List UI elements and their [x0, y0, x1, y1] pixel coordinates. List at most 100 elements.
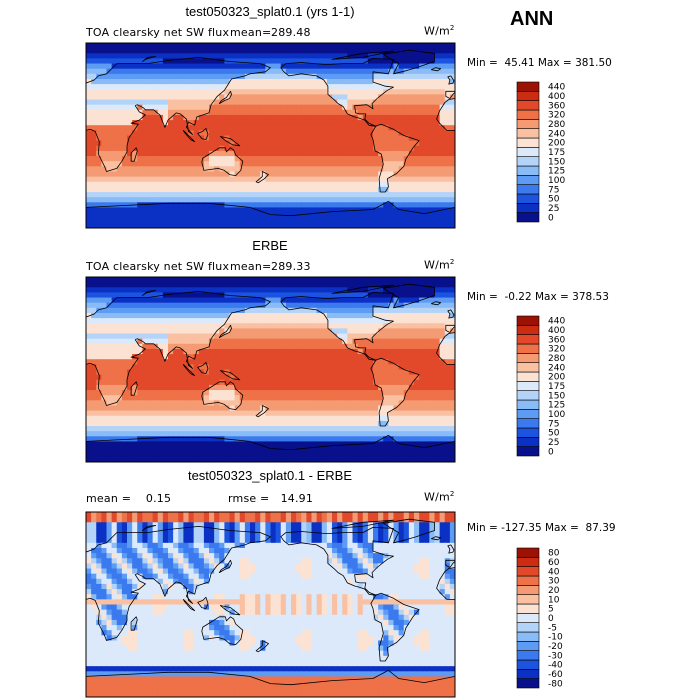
colorbar-tick-label: 360: [548, 335, 565, 345]
colorbar-tick-label: 150: [548, 157, 565, 167]
colorbar-swatch: [516, 147, 540, 157]
colorbar-tick-label: 125: [548, 167, 565, 177]
panel3-coastlines: [86, 518, 455, 697]
colorbar-swatch: [516, 427, 540, 438]
colorbar-tick-label: 40: [548, 567, 560, 577]
panel3-mean: mean = 0.15: [86, 492, 172, 505]
colorbar-tick-label: -5: [548, 623, 557, 633]
panel2-field-cells: [86, 277, 455, 462]
colorbar-tick-label: -60: [548, 670, 563, 680]
panel3-map-frame: [85, 511, 456, 698]
colorbar-swatch: [516, 659, 540, 670]
colorbar-swatch: [516, 193, 540, 204]
colorbar-swatch: [516, 175, 540, 185]
panel2-coastlines: [86, 283, 455, 462]
colorbar-tick-label: 200: [548, 373, 565, 383]
colorbar-swatch: [516, 650, 540, 661]
season-label: ANN: [510, 8, 554, 30]
colorbar-tick-label: -10: [548, 633, 563, 643]
colorbar-swatch: [516, 409, 540, 419]
panel1-map: [85, 42, 456, 229]
colorbar-swatch: [516, 353, 540, 363]
colorbar-swatch: [516, 362, 540, 373]
colorbar-tick-label: 280: [548, 120, 565, 130]
panel3-title: test050323_splat0.1 - ERBE: [187, 468, 353, 483]
colorbar-tick-label: -80: [548, 679, 563, 689]
colorbar-tick-label: 320: [548, 345, 565, 355]
colorbar-tick-label: 175: [548, 148, 565, 158]
colorbar-tick-label: 440: [548, 317, 565, 327]
colorbar-swatch: [516, 165, 540, 176]
colorbar-swatch: [516, 128, 540, 139]
colorbar-swatch: [516, 446, 540, 457]
colorbar-swatch: [516, 399, 540, 410]
panel1-mean-value: 289.48: [271, 26, 311, 39]
colorbar-tick-label: 25: [548, 438, 559, 448]
colorbar-tick-label: 400: [548, 326, 565, 336]
panel1-minmax: Min = 45.41 Max = 381.50: [467, 57, 612, 69]
panel1-units: W/m2: [424, 24, 455, 38]
panel2-map-frame: [85, 276, 456, 463]
colorbar-swatch: [516, 137, 540, 148]
colorbar-swatch: [516, 613, 540, 623]
colorbar-swatch: [516, 81, 540, 92]
colorbar-swatch: [516, 212, 540, 223]
panel2-title: ERBE: [252, 238, 288, 253]
colorbar-swatch: [516, 437, 540, 447]
colorbar-swatch: [516, 156, 540, 167]
colorbar-swatch: [516, 381, 540, 391]
colorbar-swatch: [516, 91, 540, 101]
panel1-map-frame: [85, 42, 456, 229]
colorbar-tick-label: 240: [548, 363, 565, 373]
colorbar-tick-label: 75: [548, 185, 559, 195]
colorbar-swatch: [516, 678, 540, 689]
panel2-mean-label: mean=: [230, 260, 272, 273]
panel2-mean-value: 289.33: [271, 260, 311, 273]
colorbar-tick-label: 440: [548, 83, 565, 93]
panel1-title: test050323_splat0.1 (yrs 1-1): [185, 4, 355, 19]
colorbar-tick-label: 0: [548, 213, 554, 223]
colorbar-swatch: [516, 575, 540, 586]
colorbar-tick-label: 150: [548, 391, 565, 401]
colorbar-swatch: [516, 343, 540, 354]
colorbar-tick-label: 10: [548, 595, 560, 605]
colorbar-swatch: [516, 100, 540, 111]
colorbar-swatch: [516, 585, 540, 595]
colorbar-swatch: [516, 315, 540, 326]
colorbar-tick-label: 400: [548, 92, 565, 102]
colorbar-tick-label: -20: [548, 642, 563, 652]
colorbar-tick-label: 0: [548, 447, 554, 457]
colorbar-swatch: [516, 594, 540, 605]
panel3-units: W/m2: [424, 490, 455, 504]
colorbar-tick-label: 5: [548, 605, 554, 615]
colorbar-tick-label: 100: [548, 410, 565, 420]
colorbar-tick-label: 80: [548, 549, 560, 559]
panel2-map: [85, 276, 456, 463]
colorbar-tick-label: 240: [548, 129, 565, 139]
panel1-field-label: TOA clearsky net SW flux: [86, 26, 230, 39]
colorbar-tick-label: 20: [548, 586, 560, 596]
colorbar-tick-label: 50: [548, 195, 560, 205]
colorbar-tick-label: 280: [548, 354, 565, 364]
panel2-minmax: Min = -0.22 Max = 378.53: [467, 291, 609, 303]
colorbar-swatch: [516, 631, 540, 642]
colorbar-tick-label: 175: [548, 382, 565, 392]
colorbar-tick-label: 75: [548, 419, 559, 429]
colorbar-swatch: [516, 109, 540, 120]
colorbar-tick-label: -40: [548, 661, 563, 671]
panel3-minmax: Min = -127.35 Max = 87.39: [467, 522, 616, 534]
colorbar-swatch: [516, 566, 540, 577]
panel1-coastlines: [86, 49, 455, 228]
panel2-units: W/m2: [424, 258, 455, 272]
colorbar-tick-label: 30: [548, 577, 560, 587]
colorbar-tick-label: 360: [548, 101, 565, 111]
panel3-map: [85, 511, 456, 698]
panel3-field-cells: [86, 512, 455, 697]
colorbar-tick-label: 60: [548, 558, 560, 568]
colorbar-tick-label: 200: [548, 139, 565, 149]
colorbar-swatch: [516, 334, 540, 345]
panel2-field-label: TOA clearsky net SW flux: [86, 260, 230, 273]
